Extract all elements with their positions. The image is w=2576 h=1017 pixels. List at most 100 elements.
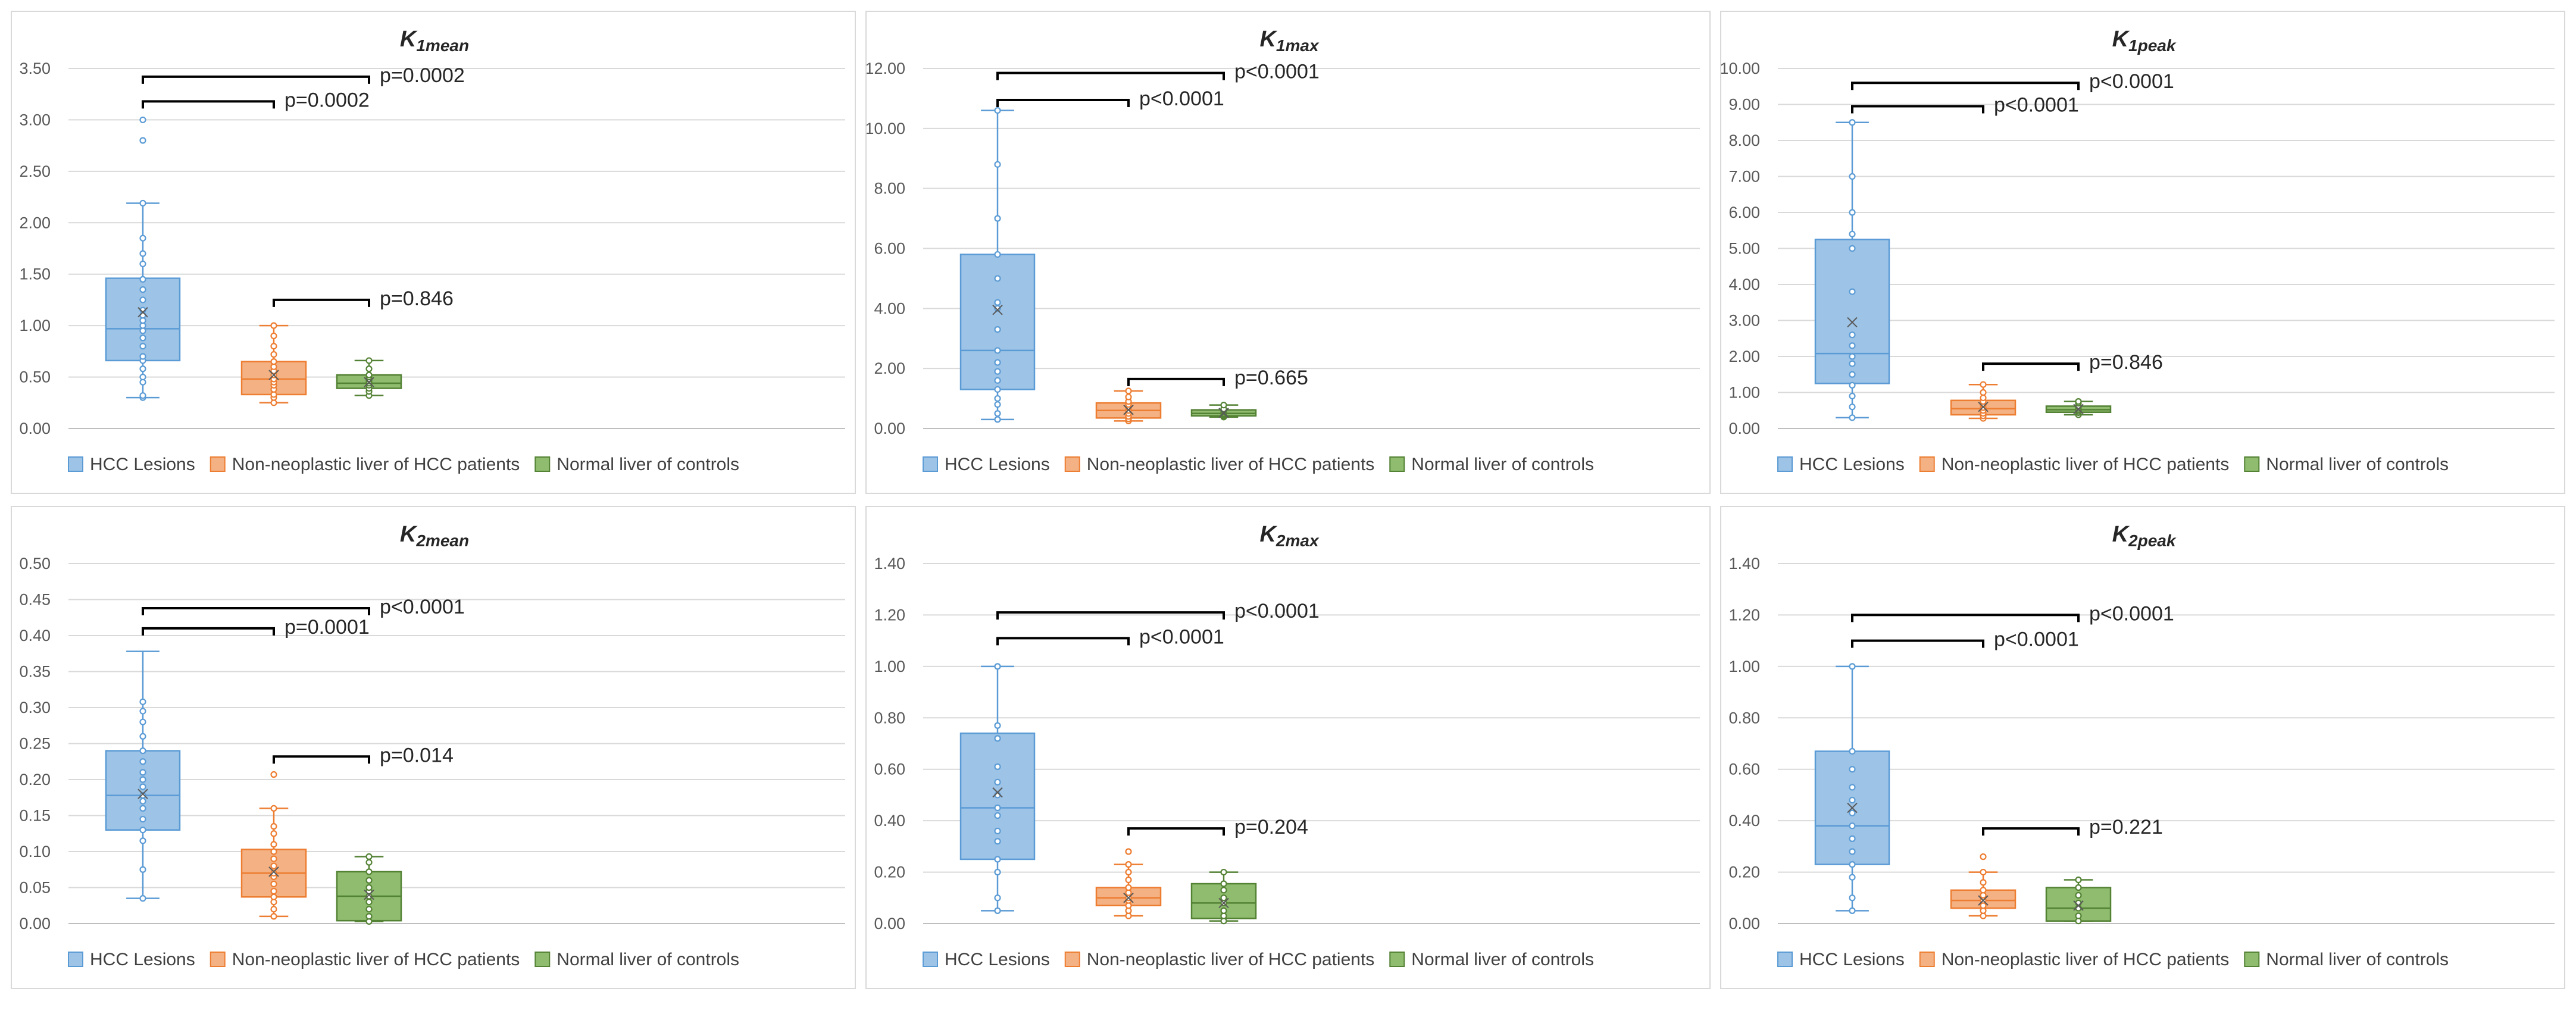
legend-label: Normal liver of controls — [2266, 455, 2449, 474]
p-value-label: p=0.0001 — [285, 616, 370, 639]
data-point — [365, 899, 373, 906]
legend-swatch — [923, 952, 938, 967]
data-point — [1125, 861, 1132, 868]
data-point — [994, 663, 1001, 670]
legend-label: HCC Lesions — [1799, 950, 1905, 969]
data-point — [1849, 403, 1856, 411]
data-point — [1125, 884, 1132, 891]
y-tick-label: 0.30 — [19, 699, 51, 716]
data-point — [1980, 879, 1987, 886]
p-value-label: p=0.0002 — [285, 89, 370, 111]
significance-bracket — [1851, 105, 1984, 114]
data-point — [1849, 173, 1856, 180]
y-tick-label: 0.20 — [1728, 863, 1760, 881]
y-tick-label: 0.80 — [1728, 709, 1760, 727]
y-tick-label: 10.00 — [1721, 60, 1760, 77]
mean-marker — [1847, 802, 1858, 813]
chart-title-main: K — [2112, 522, 2130, 547]
data-point — [139, 698, 146, 705]
legend-swatch — [210, 952, 226, 967]
significance-bracket — [142, 627, 275, 636]
data-point — [1849, 784, 1856, 791]
p-value-label: p=0.014 — [380, 744, 454, 766]
chart-panel-K1mean: K1mean 0.00 0.50 1.00 1.50 2.00 2.50 3.00 3.50 p=… — [11, 11, 856, 494]
significance-bracket — [1982, 362, 2080, 371]
mean-marker — [1847, 317, 1858, 328]
legend-swatch — [1777, 456, 1793, 472]
y-tick-label: 6.00 — [874, 240, 905, 258]
data-point — [1220, 907, 1227, 914]
data-point — [994, 416, 1001, 423]
data-point — [365, 913, 373, 920]
data-point — [1220, 887, 1227, 894]
data-point — [1849, 848, 1856, 855]
data-point — [1849, 796, 1856, 804]
significance-bracket — [996, 71, 1225, 80]
legend-swatch — [1777, 952, 1793, 967]
data-point — [139, 776, 146, 783]
data-point — [1849, 835, 1856, 842]
legend-swatch — [1389, 456, 1405, 472]
data-point — [365, 371, 373, 378]
data-point — [2075, 398, 2082, 405]
y-tick-label: 2.00 — [1728, 348, 1760, 365]
data-point — [994, 326, 1001, 333]
y-tick-label: 0.60 — [1728, 761, 1760, 778]
chart-panel-K1peak: K1peak 0.00 1.00 2.00 3.00 4.00 5.00 6.00 7.00 8.… — [1720, 11, 2565, 494]
chart-title-main: K — [400, 27, 418, 52]
chart-title-main: K — [400, 522, 418, 547]
chart-title: K1peak — [2112, 27, 2177, 55]
y-tick-label: 10.00 — [867, 120, 905, 137]
chart-title-subscript: 2max — [1276, 531, 1320, 550]
data-point — [1849, 766, 1856, 773]
data-point — [994, 386, 1001, 393]
data-point — [2075, 912, 2082, 919]
data-point — [270, 887, 277, 895]
chart-title: K2max — [1259, 522, 1319, 550]
y-tick-label: 0.45 — [19, 591, 51, 609]
data-point — [1849, 371, 1856, 378]
p-value-label: p=0.846 — [380, 287, 454, 310]
data-point — [1980, 853, 1987, 860]
data-point — [270, 848, 277, 855]
y-tick-label: 0.00 — [19, 915, 51, 932]
data-point — [365, 357, 373, 364]
chart-title-subscript: 1mean — [416, 36, 469, 55]
data-point — [139, 373, 146, 381]
chart-svg: K2peak 0.00 0.20 0.40 0.60 0.80 1.00 1.20 1.40 p<… — [1728, 522, 2555, 969]
figure-grid: K1mean 0.00 0.50 1.00 1.50 2.00 2.50 3.00 3.50 p=… — [11, 11, 2565, 1006]
data-point — [1849, 119, 1856, 126]
y-tick-label: 0.40 — [1728, 812, 1760, 830]
data-point — [139, 260, 146, 268]
data-point — [994, 868, 1001, 876]
y-tick-label: 3.00 — [19, 111, 51, 129]
data-point — [1980, 868, 1987, 876]
data-point — [270, 855, 277, 862]
legend-label: HCC Lesions — [945, 455, 1050, 474]
chart-svg: K2max 0.00 0.20 0.40 0.60 0.80 1.00 1.20 1.40 p<0… — [874, 522, 1700, 969]
significance-bracket — [996, 637, 1130, 646]
data-point — [2075, 884, 2082, 891]
data-point — [1849, 360, 1856, 367]
significance-bracket — [142, 100, 275, 109]
p-value-label: p=0.846 — [2089, 351, 2163, 374]
significance-bracket — [142, 607, 370, 616]
y-tick-label: 0.00 — [1728, 915, 1760, 932]
data-point — [994, 827, 1001, 835]
legend-label: HCC Lesions — [90, 950, 195, 969]
significance-bracket — [996, 611, 1225, 620]
legend-swatch — [68, 952, 83, 967]
y-tick-label: 1.00 — [19, 317, 51, 334]
legend-swatch — [2244, 952, 2260, 967]
y-tick-label: 8.00 — [1728, 132, 1760, 149]
mean-marker — [1978, 895, 1989, 906]
data-point — [1849, 353, 1856, 360]
data-point — [994, 377, 1001, 384]
data-point — [270, 913, 277, 920]
data-point — [139, 769, 146, 776]
y-tick-label: 0.60 — [874, 761, 905, 778]
legend-label: Normal liver of controls — [2266, 950, 2449, 969]
p-value-label: p<0.0001 — [2089, 70, 2174, 93]
legend-label: Non-neoplastic liver of HCC patients — [1942, 950, 2230, 969]
y-tick-label: 5.00 — [1728, 240, 1760, 258]
